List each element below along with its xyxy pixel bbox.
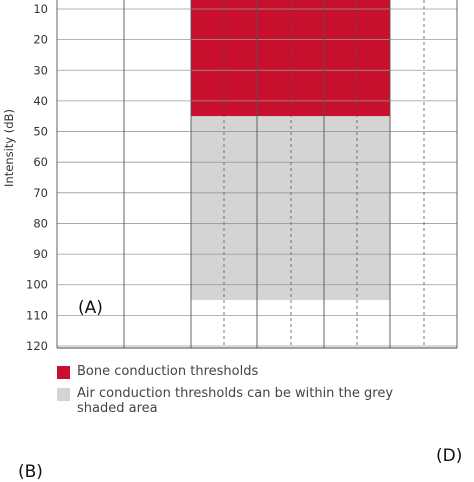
y-tick-label: 110 (26, 308, 48, 322)
panel-label-b: (B) (18, 462, 43, 482)
y-tick-label: 80 (33, 216, 48, 230)
y-axis-label: Intensity (dB) (2, 109, 16, 187)
legend-label-bone: Bone conduction thresholds (77, 364, 259, 379)
air-conduction-region (191, 116, 390, 301)
bone-swatch (57, 366, 70, 379)
panel-label-d: (D) (436, 446, 463, 466)
y-tick-label: 90 (33, 247, 48, 261)
y-tick-label: 30 (33, 63, 48, 77)
y-tick-label: 100 (26, 278, 48, 292)
legend-item-air: Air conduction thresholds can be within … (57, 386, 457, 416)
y-tick-label: 10 (33, 2, 48, 16)
y-tick-label: 70 (33, 186, 48, 200)
chart-grid (56, 0, 458, 349)
y-tick-labels: 10 20 30 40 50 60 70 80 90 100 110 120 (26, 2, 48, 353)
air-swatch (57, 388, 70, 401)
legend-item-bone: Bone conduction thresholds (57, 364, 457, 379)
legend-label-air: Air conduction thresholds can be within … (77, 386, 394, 416)
y-tick-label: 40 (33, 94, 48, 108)
y-tick-label: 50 (33, 125, 48, 139)
bone-conduction-region (191, 0, 390, 117)
threshold-regions (191, 0, 390, 301)
panel-label-a: (A) (78, 298, 103, 318)
y-tick-label: 20 (33, 33, 48, 47)
y-tick-label: 120 (26, 339, 48, 353)
audiogram-chart: 10 20 30 40 50 60 70 80 90 100 110 120 Intensity (d… (2, 0, 458, 353)
y-tick-label: 60 (33, 155, 48, 169)
